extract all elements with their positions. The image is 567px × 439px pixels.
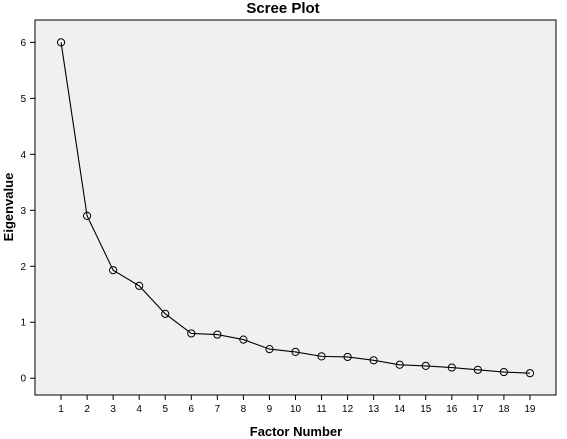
y-axis-label: Eigenvalue: [1, 173, 16, 242]
x-tick-label: 8: [241, 404, 247, 415]
data-point: [56, 38, 66, 47]
chart-title: Scree Plot: [246, 0, 319, 17]
x-tick-label: 5: [162, 404, 168, 415]
x-tick-label: 1: [58, 404, 64, 415]
x-tick-label: 4: [136, 404, 142, 415]
x-tick-label: 10: [290, 404, 302, 415]
data-point: [239, 335, 248, 344]
y-tick-label: 4: [20, 150, 26, 161]
y-axis: 0 1 2 3 4 5 6: [20, 38, 35, 385]
x-tick-label: 19: [524, 404, 536, 415]
data-point: [369, 356, 378, 365]
data-point: [317, 352, 326, 361]
x-tick-label: 9: [267, 404, 273, 415]
data-point: [525, 369, 535, 378]
data-point: [473, 365, 482, 374]
y-tick-label: 0: [20, 374, 26, 385]
data-point: [499, 367, 508, 377]
data-point: [83, 211, 92, 220]
data-series: [56, 38, 535, 378]
series-line: [60, 42, 530, 374]
data-point: [343, 352, 352, 362]
data-point: [135, 281, 144, 290]
x-tick-label: 3: [110, 404, 116, 415]
x-tick-label: 14: [394, 404, 406, 415]
data-point: [161, 309, 170, 318]
data-point: [109, 266, 118, 275]
y-tick-label: 1: [20, 318, 26, 329]
x-tick-label: 15: [420, 404, 432, 415]
data-point: [291, 347, 300, 357]
x-tick-label: 13: [368, 404, 380, 415]
x-tick-label: 6: [189, 404, 195, 415]
data-point: [213, 330, 222, 339]
y-tick-label: 3: [20, 206, 26, 217]
data-point: [447, 363, 456, 372]
y-tick-label: 2: [20, 262, 26, 273]
y-tick-label: 5: [20, 94, 26, 105]
x-tick-label: 7: [215, 404, 221, 415]
data-point: [265, 345, 274, 354]
data-point: [187, 329, 196, 338]
data-point: [395, 360, 404, 369]
x-tick-label: 18: [498, 404, 510, 415]
y-tick-label: 6: [20, 38, 26, 49]
x-tick-label: 12: [342, 404, 354, 415]
x-tick-label: 11: [316, 404, 327, 415]
x-axis: 1 2 3 4 5 6 7 8 9 10 11 12 13 14 15 16 17 18 19: [58, 395, 536, 415]
x-tick-label: 17: [472, 404, 484, 415]
data-point: [421, 361, 430, 370]
x-tick-label: 2: [84, 404, 90, 415]
x-tick-label: 16: [446, 404, 458, 415]
x-axis-label: Factor Number: [250, 424, 342, 439]
plot-area: [34, 19, 557, 396]
